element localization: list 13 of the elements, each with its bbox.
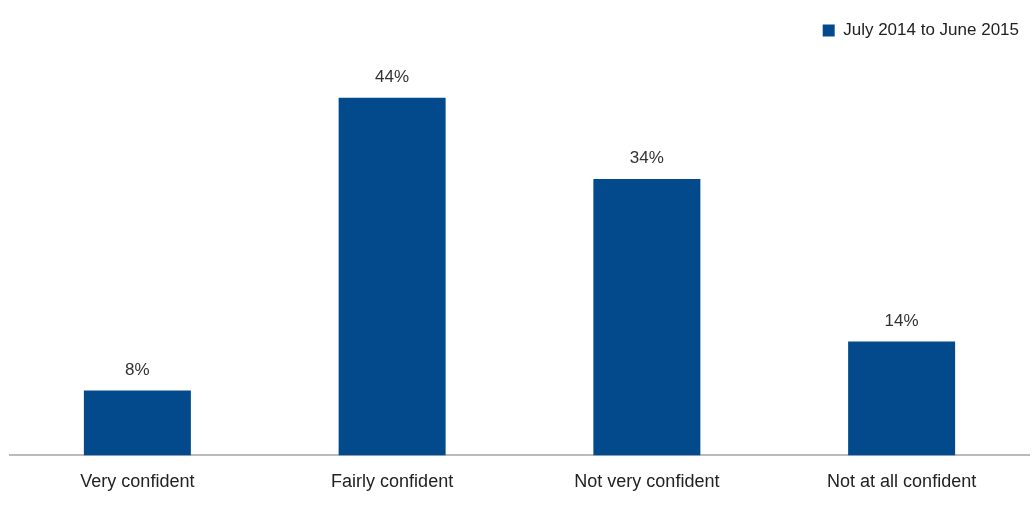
data-label: 8% bbox=[125, 359, 150, 379]
x-tick-label: Fairly confident bbox=[331, 471, 454, 492]
x-tick-label: Very confident bbox=[80, 471, 195, 492]
x-tick-label: Not very confident bbox=[574, 471, 720, 492]
data-label: 34% bbox=[629, 148, 664, 168]
data-label: 14% bbox=[884, 310, 919, 330]
bar bbox=[338, 97, 446, 456]
data-label: 44% bbox=[375, 66, 410, 86]
bar bbox=[83, 390, 191, 456]
bar bbox=[848, 341, 956, 456]
x-tick-label: Not at all confident bbox=[827, 471, 977, 492]
legend-label: July 2014 to June 2015 bbox=[843, 20, 1020, 40]
bar bbox=[593, 179, 701, 456]
